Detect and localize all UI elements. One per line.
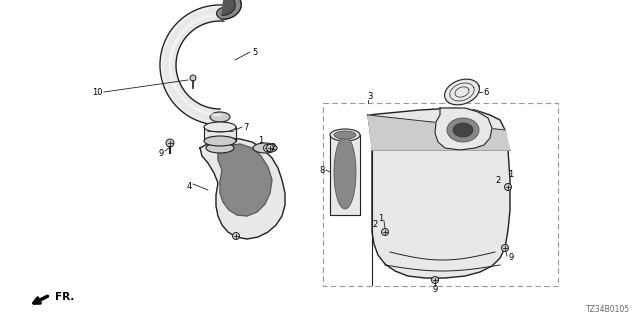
Text: 2: 2 [496, 175, 501, 185]
Polygon shape [204, 127, 236, 141]
Text: 5: 5 [252, 47, 257, 57]
Text: 6: 6 [483, 87, 488, 97]
Ellipse shape [216, 7, 232, 19]
Ellipse shape [210, 112, 230, 122]
Ellipse shape [204, 122, 236, 132]
Circle shape [166, 139, 174, 147]
Text: 2: 2 [372, 220, 378, 228]
Text: 8: 8 [319, 165, 325, 174]
Text: 10: 10 [93, 87, 103, 97]
Ellipse shape [204, 136, 236, 146]
Ellipse shape [206, 138, 234, 148]
Ellipse shape [253, 143, 277, 153]
Circle shape [504, 183, 511, 190]
Ellipse shape [206, 143, 234, 153]
Polygon shape [368, 115, 510, 150]
Polygon shape [160, 5, 225, 125]
Polygon shape [218, 144, 272, 216]
Ellipse shape [334, 131, 356, 139]
Text: 7: 7 [243, 123, 248, 132]
Text: 4: 4 [187, 181, 192, 190]
Polygon shape [435, 108, 492, 150]
Circle shape [431, 276, 438, 284]
Ellipse shape [330, 129, 360, 141]
Polygon shape [330, 135, 360, 215]
Text: 1: 1 [378, 213, 383, 222]
Ellipse shape [447, 118, 479, 142]
Text: 9: 9 [433, 285, 438, 294]
Text: 1: 1 [508, 170, 513, 179]
Ellipse shape [453, 123, 473, 137]
Circle shape [381, 228, 388, 236]
Circle shape [266, 145, 273, 151]
Circle shape [264, 145, 271, 151]
Circle shape [502, 244, 509, 252]
Bar [323, 103, 558, 286]
Polygon shape [222, 0, 236, 15]
Text: 9: 9 [159, 148, 164, 157]
Text: 9: 9 [508, 253, 513, 262]
Text: 1: 1 [258, 135, 263, 145]
Polygon shape [221, 0, 241, 19]
Text: 3: 3 [367, 92, 372, 100]
Circle shape [190, 75, 196, 81]
Ellipse shape [334, 136, 356, 209]
Text: TZ34B0105: TZ34B0105 [586, 305, 630, 314]
Circle shape [232, 233, 239, 239]
Text: FR.: FR. [55, 292, 74, 302]
Polygon shape [445, 79, 479, 105]
Polygon shape [200, 138, 285, 239]
Polygon shape [368, 108, 510, 278]
Text: 2: 2 [270, 142, 275, 151]
